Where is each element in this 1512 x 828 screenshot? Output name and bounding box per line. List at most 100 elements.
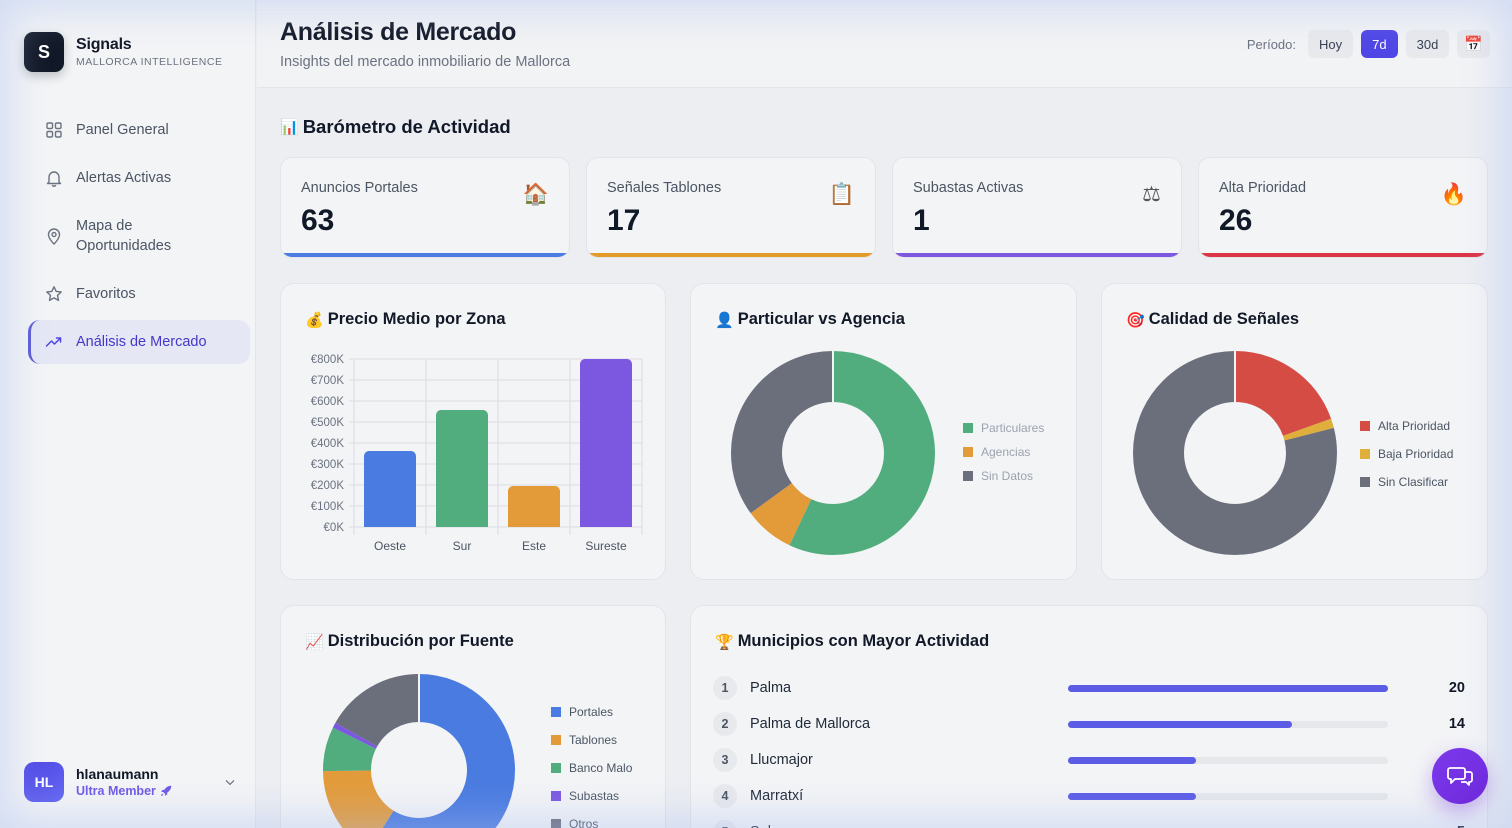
user-tier-label: Ultra Member xyxy=(76,784,156,798)
card-title-text: Particular vs Agencia xyxy=(737,310,905,328)
rank-number: 1 xyxy=(713,676,737,700)
barometer-title: 📊 Barómetro de Actividad xyxy=(280,116,511,138)
list-item[interactable]: 2 Palma de Mallorca 14 xyxy=(713,706,1465,742)
kpi-value: 63 xyxy=(301,204,335,237)
municipio-count: 20 xyxy=(1448,680,1465,696)
card-title: 📈 Distribución por Fuente xyxy=(305,632,514,651)
star-icon xyxy=(46,286,62,302)
progress-track xyxy=(1068,792,1388,800)
bar-oeste[interactable] xyxy=(364,451,416,527)
x-tick: Este xyxy=(522,539,546,553)
list-item[interactable]: 3 Llucmajor 8 xyxy=(713,742,1465,778)
slice-banco-malo[interactable] xyxy=(323,674,515,828)
bar-sur[interactable] xyxy=(436,410,488,527)
progress-fill xyxy=(1068,792,1196,800)
kpi-subastas-activas[interactable]: Subastas Activas 1 ⚖ xyxy=(892,157,1182,258)
kpi-accent-bar xyxy=(281,253,569,257)
y-tick: €700K xyxy=(311,375,345,387)
sidebar-item-panel-general[interactable]: Panel General xyxy=(28,108,250,152)
legend-label: Sin Clasificar xyxy=(1378,475,1449,489)
sidebar-item-label: Mapa de Oportunidades xyxy=(76,218,172,254)
sidebar: S Signals MALLORCA INTELLIGENCE Panel Ge… xyxy=(0,0,256,828)
legend-label: Tablones xyxy=(569,733,618,747)
legend-item[interactable]: Subastas xyxy=(551,782,632,810)
kpi-accent-bar xyxy=(1199,253,1487,257)
chat-button[interactable] xyxy=(1432,748,1488,804)
legend-item[interactable]: Portales xyxy=(551,698,632,726)
rank-number: 2 xyxy=(713,712,737,736)
user-tier: Ultra Member xyxy=(76,784,222,798)
user-menu[interactable]: HL hlanaumann Ultra Member xyxy=(24,762,238,802)
list-item[interactable]: 5 Selva 5 xyxy=(713,814,1465,828)
legend-label: Baja Prioridad xyxy=(1378,447,1454,461)
list-item[interactable]: 4 Marratxí 8 xyxy=(713,778,1465,814)
calendar-button[interactable]: 📅 xyxy=(1457,30,1490,58)
kpi-value: 17 xyxy=(607,204,641,237)
card-title-text: Distribución por Fuente xyxy=(327,632,514,650)
sidebar-item-label: Panel General xyxy=(76,122,169,138)
sidebar-nav: Panel General Alertas Activas Mapa de Op… xyxy=(28,108,250,368)
legend-label: Agencias xyxy=(981,445,1031,459)
card-distribucion-fuente: 📈 Distribución por Fuente Portales Tablo… xyxy=(280,605,666,828)
donut-chart-calidad xyxy=(1133,351,1337,555)
bar-sureste[interactable] xyxy=(580,359,632,527)
bar-este[interactable] xyxy=(508,486,560,527)
progress-track xyxy=(1068,720,1388,728)
legend-item[interactable]: Banco Malo xyxy=(551,754,632,782)
user-name: hlanaumann xyxy=(76,766,159,782)
page-header: Análisis de Mercado Insights del mercado… xyxy=(257,0,1512,88)
kpi-accent-bar xyxy=(893,253,1181,257)
kpi-senales-tablones[interactable]: Señales Tablones 17 📋 xyxy=(586,157,876,258)
page-subtitle: Insights del mercado inmobiliario de Mal… xyxy=(280,54,571,70)
y-tick: €0K xyxy=(324,522,345,534)
kpi-anuncios-portales[interactable]: Anuncios Portales 63 🏠 xyxy=(280,157,570,258)
rank-number: 5 xyxy=(713,820,737,828)
sidebar-item-favoritos[interactable]: Favoritos xyxy=(28,272,250,316)
house-icon: 🏠 xyxy=(522,182,549,206)
municipio-count: 5 xyxy=(1425,824,1465,828)
scales-icon: ⚖ xyxy=(1142,182,1161,206)
legend-item[interactable]: Agencias xyxy=(963,440,1044,464)
sidebar-item-label: Favoritos xyxy=(76,286,136,302)
progress-fill xyxy=(1068,684,1388,692)
legend-item[interactable]: Otros xyxy=(551,810,632,828)
card-title: 💰 Precio Medio por Zona xyxy=(305,310,506,329)
period-7d-button[interactable]: 7d xyxy=(1361,30,1398,58)
period-30d-button[interactable]: 30d xyxy=(1405,30,1450,58)
bar-chart: €0K €100K €200K €300K €400K €500K €600K … xyxy=(311,354,643,553)
legend-label: Sin Datos xyxy=(981,469,1034,483)
chevron-down-icon[interactable] xyxy=(222,774,238,790)
period-hoy-button[interactable]: Hoy xyxy=(1308,30,1354,58)
target-icon: 🎯 xyxy=(1126,310,1145,329)
legend-item[interactable]: Sin Datos xyxy=(963,464,1044,488)
card-title-text: Municipios con Mayor Actividad xyxy=(737,632,990,650)
card-title: 🏆 Municipios con Mayor Actividad xyxy=(715,632,989,651)
municipio-name: Marratxí xyxy=(750,788,804,804)
x-tick: Oeste xyxy=(374,539,406,553)
clipboard-icon: 📋 xyxy=(828,182,855,206)
legend-item[interactable]: Tablones xyxy=(551,726,632,754)
legend: Particulares Agencias Sin Datos xyxy=(963,416,1044,488)
legend-item[interactable]: Sin Clasificar xyxy=(1360,468,1453,496)
legend-item[interactable]: Alta Prioridad xyxy=(1360,412,1453,440)
municipio-name: Palma de Mallorca xyxy=(750,716,871,732)
chat-bubbles-icon xyxy=(1447,767,1473,786)
card-title: 👤 Particular vs Agencia xyxy=(715,310,905,329)
x-tick: Sur xyxy=(453,539,472,553)
legend-item[interactable]: Particulares xyxy=(963,416,1044,440)
bell-icon xyxy=(46,171,62,187)
trending-up-icon xyxy=(45,337,62,347)
kpi-alta-prioridad[interactable]: Alta Prioridad 26 🔥 xyxy=(1198,157,1488,258)
donut-chart-fuente xyxy=(323,673,515,828)
legend-item[interactable]: Baja Prioridad xyxy=(1360,440,1453,468)
donut-chart-particular xyxy=(731,351,935,555)
list-item[interactable]: 1 Palma 20 xyxy=(713,670,1465,706)
y-tick: €400K xyxy=(311,438,345,450)
sidebar-item-alertas-activas[interactable]: Alertas Activas xyxy=(28,156,250,200)
period-label: Período: xyxy=(1246,36,1297,52)
map-pin-icon xyxy=(47,228,61,245)
x-tick: Sureste xyxy=(585,539,627,553)
brand[interactable]: S Signals MALLORCA INTELLIGENCE xyxy=(24,32,222,72)
sidebar-item-analisis-mercado[interactable]: Análisis de Mercado xyxy=(28,320,250,364)
sidebar-item-mapa-oportunidades[interactable]: Mapa de Oportunidades xyxy=(28,204,250,268)
